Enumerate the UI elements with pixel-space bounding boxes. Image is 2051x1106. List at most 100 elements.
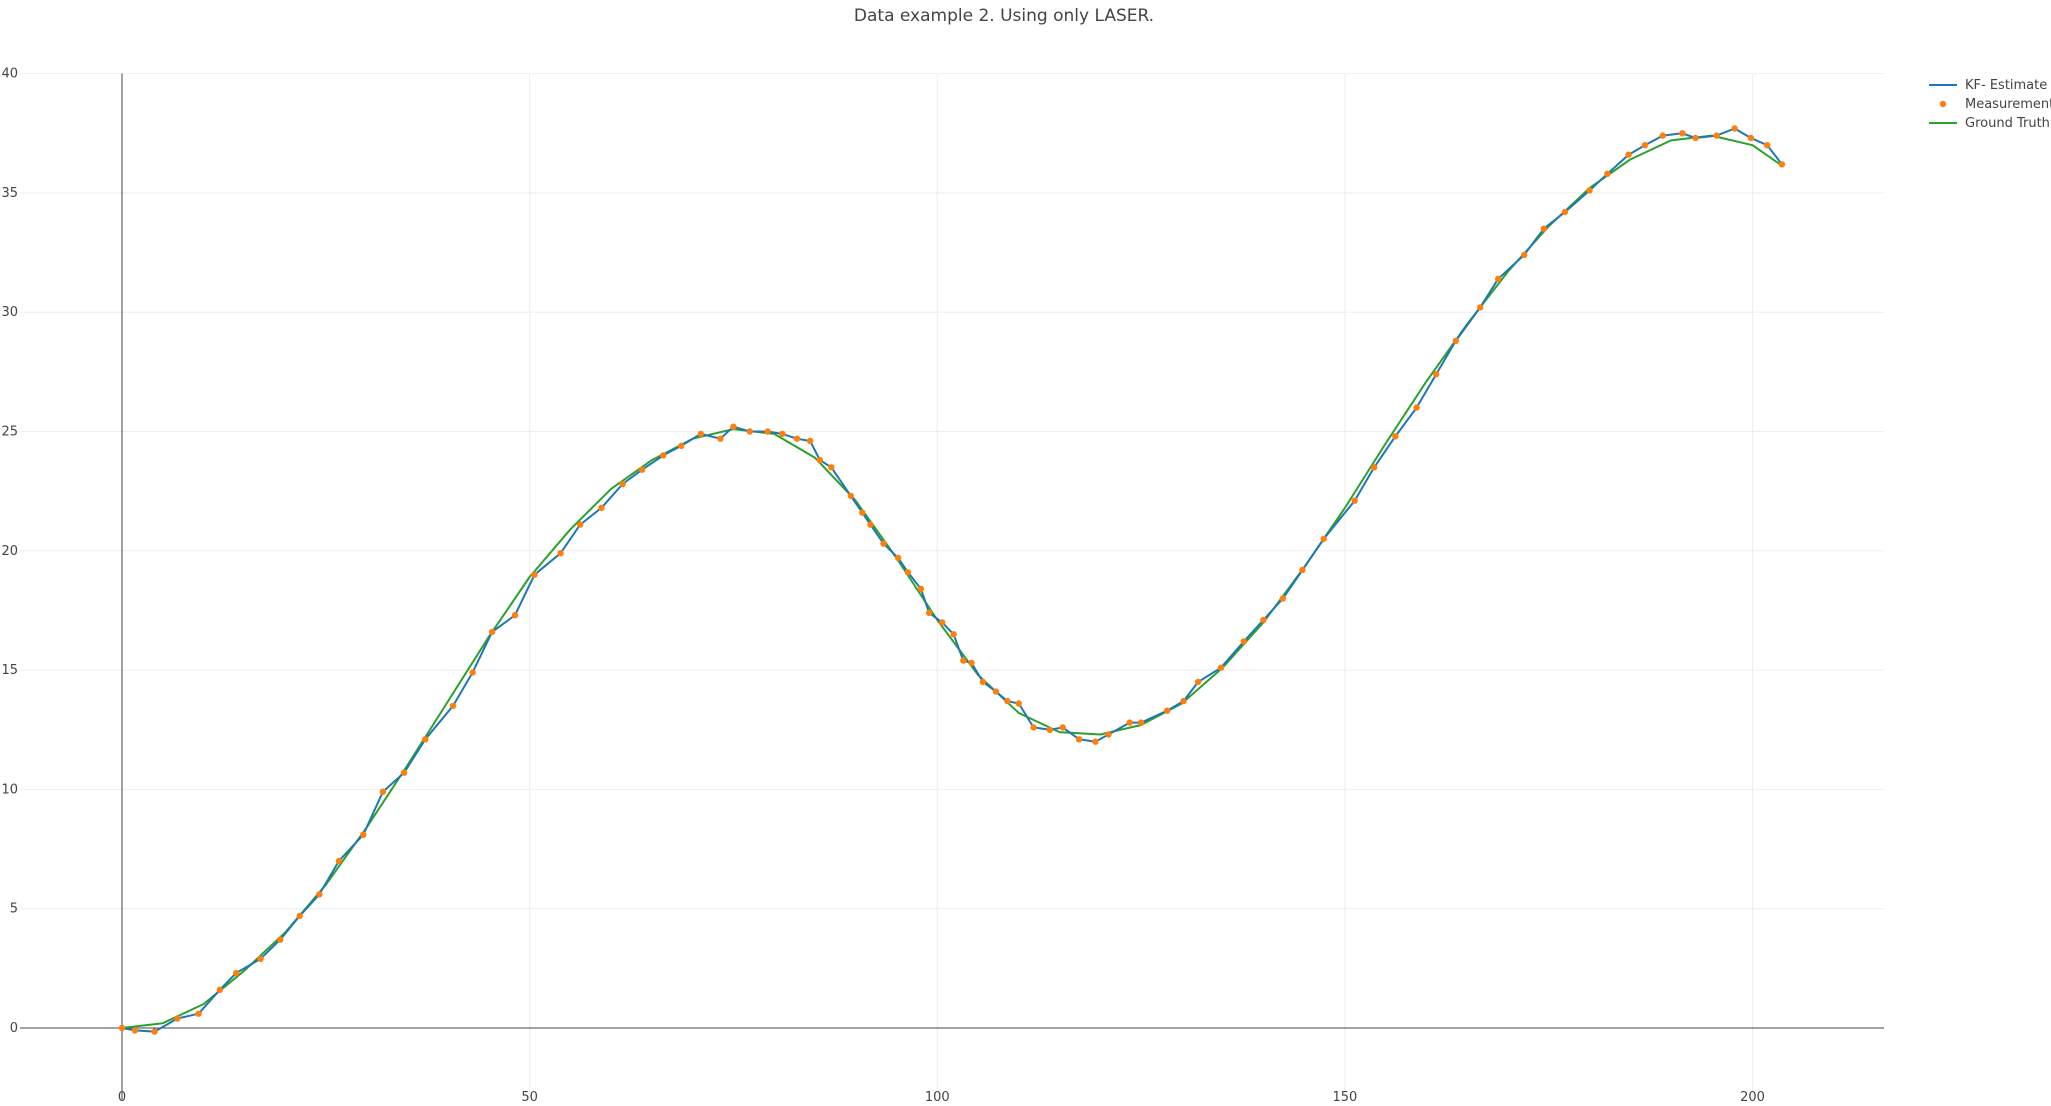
measurement-point (1299, 566, 1306, 574)
y-tick-label: 30 (1, 305, 18, 320)
measurement-point (1586, 187, 1593, 194)
measurement-point (764, 428, 771, 435)
gridlines (20, 73, 1884, 1100)
x-tick-label: 0 (118, 1090, 126, 1102)
measurement-point (1105, 731, 1112, 738)
measurement-point (1747, 134, 1755, 142)
legend-item-ground-truth[interactable]: Ground Truth (1929, 116, 2050, 131)
measurement-point (1217, 664, 1225, 671)
measurement-point (917, 585, 925, 593)
measurement-point (1659, 132, 1667, 139)
measurement-point (531, 571, 538, 578)
y-tick-label: 15 (1, 663, 18, 678)
measurement-point (894, 554, 902, 562)
measurement-point (950, 631, 957, 638)
measurement-point (867, 521, 874, 528)
legend-swatch-measurements (1939, 100, 1947, 108)
measurement-point (1679, 130, 1686, 137)
measurement-point (1392, 433, 1399, 440)
measurement-point (422, 736, 429, 743)
measurement-point (469, 669, 476, 676)
measurement-point (151, 1028, 158, 1035)
measurement-point (1279, 595, 1287, 602)
measurement-point (1641, 142, 1649, 149)
measurement-point (717, 435, 724, 442)
measurement-point (296, 912, 303, 920)
measurement-point (174, 1015, 181, 1022)
measurement-point (1059, 724, 1067, 731)
measurement-point (1194, 678, 1202, 686)
measurement-point (577, 521, 584, 528)
measurement-point (1778, 161, 1786, 168)
x-tick-label: 50 (521, 1090, 538, 1102)
measurement-point (1004, 697, 1011, 705)
y-tick-label: 35 (1, 186, 18, 201)
legend-label-measurements: Measurements (1965, 97, 2051, 112)
measurement-point (1015, 700, 1022, 707)
measurement-point (979, 678, 987, 686)
measurement-point (131, 1027, 139, 1034)
measurement-point (1164, 707, 1171, 714)
measurement-point (660, 452, 667, 459)
measurement-point (779, 430, 786, 438)
measurement-point (925, 609, 933, 616)
measurement-point (118, 1024, 126, 1032)
measurement-point (1046, 726, 1054, 733)
measurement-point (335, 857, 343, 865)
x-tick-label: 100 (925, 1090, 950, 1102)
measurement-point (638, 466, 646, 473)
measurement-point (598, 504, 605, 512)
measurement-point (1625, 151, 1632, 158)
measurement-point (277, 936, 284, 943)
y-tick-label: 25 (1, 425, 18, 440)
measurement-point (992, 688, 1000, 695)
measurement-point (1477, 304, 1484, 311)
measurement-point (1137, 719, 1145, 726)
measurement-point (828, 464, 835, 471)
measurement-point (360, 831, 367, 838)
measurement-point (619, 480, 626, 488)
measurement-point (1371, 464, 1378, 471)
y-tick-label: 20 (1, 544, 18, 559)
x-axis-tick-labels: 0 50 100 150 200 (118, 1090, 1765, 1105)
legend-item-measurements[interactable]: Measurements (1939, 97, 2051, 112)
chart-title: Data example 2. Using only LASER. (854, 6, 1154, 26)
measurement-point (847, 492, 854, 500)
y-tick-label: 5 (10, 902, 18, 917)
series-line-kf-estimate (121, 127, 1783, 1033)
y-tick-label: 10 (1, 782, 18, 797)
y-tick-label: 40 (1, 67, 18, 82)
y-tick-label: 0 (10, 1021, 18, 1036)
plot-series (118, 125, 1786, 1035)
measurement-point (816, 456, 824, 464)
measurement-point (216, 986, 223, 993)
legend-label-kf-estimate: KF- Estimate (1965, 78, 2047, 93)
measurement-point (1452, 337, 1460, 344)
measurement-point (1713, 132, 1720, 139)
measurement-point (257, 955, 264, 962)
measurement-point (880, 540, 887, 547)
legend-item-kf-estimate[interactable]: KF- Estimate (1929, 78, 2047, 93)
measurement-point (939, 619, 946, 626)
measurement-point (316, 891, 323, 898)
measurement-point (1495, 275, 1502, 282)
legend[interactable]: KF- Estimate Measurements Ground Truth (1929, 78, 2051, 131)
measurement-point (379, 788, 387, 795)
measurement-point (746, 428, 753, 435)
measurement-point (960, 657, 967, 664)
measurement-point (1351, 497, 1358, 504)
measurement-point (1126, 719, 1133, 726)
axes (20, 73, 1884, 1100)
x-tick-label: 200 (1740, 1090, 1765, 1102)
series-line-ground-truth (121, 134, 1785, 1029)
measurement-point (400, 769, 408, 776)
measurement-point (1320, 535, 1327, 543)
measurement-point (793, 435, 801, 442)
measurement-point (678, 442, 685, 449)
measurement-point (1764, 142, 1771, 149)
measurement-point (806, 437, 814, 445)
measurement-point (968, 659, 975, 667)
measurement-point (488, 628, 496, 636)
